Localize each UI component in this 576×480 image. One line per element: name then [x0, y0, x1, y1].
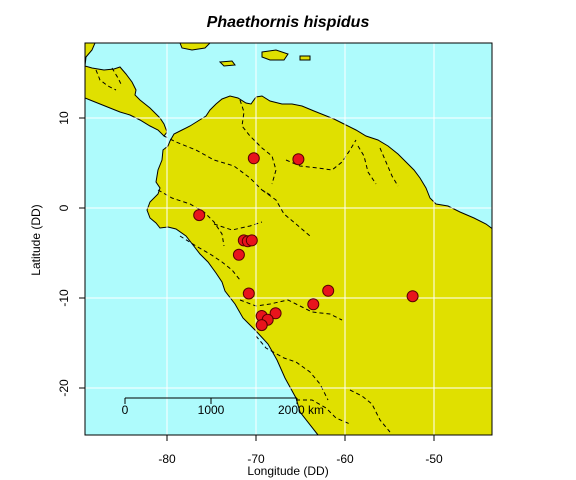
country-borders	[95, 67, 399, 433]
map-area: 0 1000 2000 km	[85, 43, 492, 435]
occurrence-point	[269, 307, 282, 320]
scale-bar	[124, 397, 298, 404]
y-tick-label: -10	[57, 289, 71, 307]
occurrence-point	[232, 248, 245, 261]
y-axis-label: Latitude (DD)	[29, 204, 43, 275]
y-tick-label: 10	[57, 111, 71, 125]
occurrence-point	[245, 234, 258, 247]
x-tick-label: -80	[158, 452, 176, 466]
occurrence-point	[247, 152, 260, 165]
scale-label-2000: 2000 km	[278, 403, 324, 417]
scale-label-1000: 1000	[198, 403, 225, 417]
scale-label-0: 0	[122, 403, 129, 417]
x-tick-label: -70	[247, 452, 265, 466]
occurrence-point	[242, 287, 255, 300]
central-america-landmass	[85, 43, 168, 137]
hispaniola-island	[261, 49, 289, 61]
map-title: Phaethornis hispidus	[207, 14, 370, 31]
x-tick-label: -60	[336, 452, 354, 466]
y-axis	[79, 117, 86, 389]
occurrence-point	[307, 298, 320, 311]
jamaica-island	[218, 60, 236, 67]
y-tick-label: -20	[57, 379, 71, 397]
y-tick-label: 0	[57, 204, 71, 211]
x-tick-label: -50	[425, 452, 443, 466]
occurrence-points	[193, 152, 419, 332]
cuba-island	[179, 43, 211, 51]
occurrence-point	[255, 319, 268, 332]
x-axis	[166, 434, 435, 441]
graticule	[85, 43, 492, 435]
occurrence-point	[406, 290, 419, 303]
x-axis-label: Longitude (DD)	[247, 464, 328, 478]
puerto-rico-island	[299, 55, 311, 61]
occurrence-point	[193, 209, 206, 222]
occurrence-point	[322, 284, 335, 297]
occurrence-point	[292, 153, 305, 166]
